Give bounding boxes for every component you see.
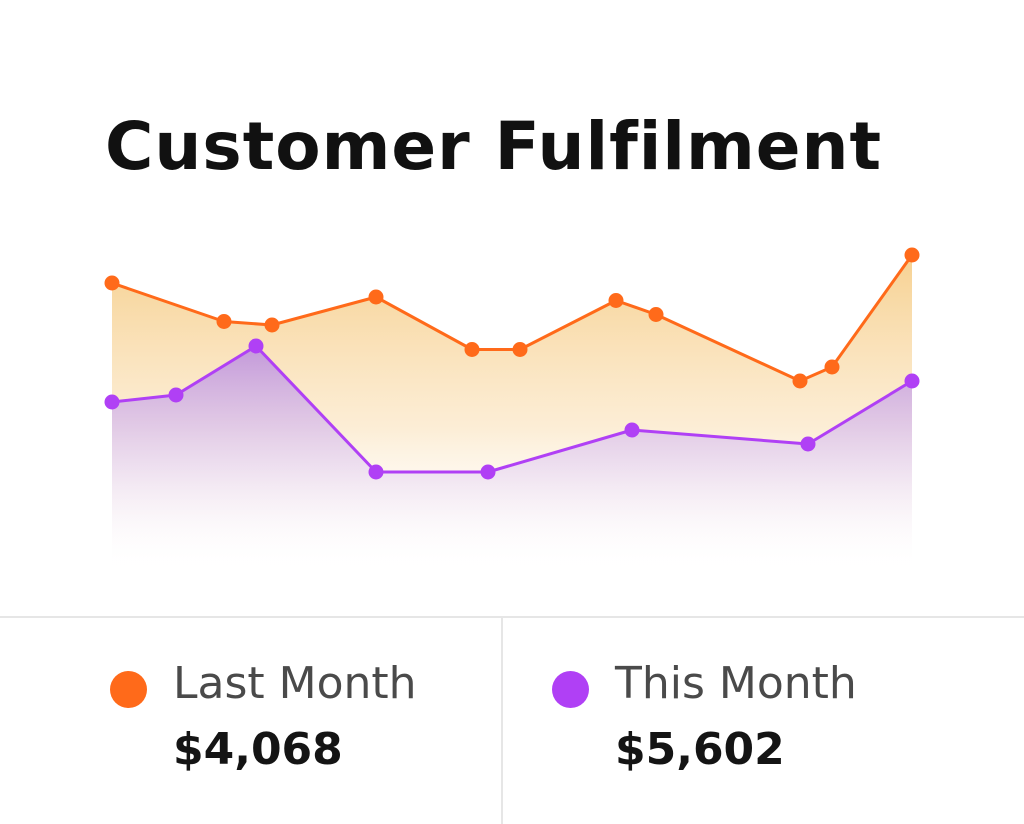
this-month-point-1 [168, 387, 184, 403]
last-month-point-4 [464, 342, 480, 357]
this-month-label: This Month [615, 658, 857, 709]
this-month-line [111, 344, 913, 474]
last-month-point-1 [216, 314, 232, 329]
chart-title: Customer Fulfilment [105, 108, 883, 185]
last-month-point-6 [608, 293, 624, 308]
last-month-point-10 [904, 247, 920, 263]
area-chart [104, 247, 920, 570]
last-month-point-9 [824, 359, 840, 375]
this-month-point-5 [624, 422, 640, 438]
this-month-value: $5,602 [615, 724, 785, 775]
this-month-area [112, 346, 912, 570]
last-month-point-0 [104, 275, 120, 291]
legend-divider-horizontal [0, 616, 1024, 618]
this-month-point-3 [368, 464, 384, 480]
last-month-point-2 [264, 317, 280, 333]
this-month-dot-icon [552, 671, 589, 708]
last-month-point-3 [368, 289, 384, 305]
this-month-point-7 [904, 373, 920, 389]
this-month-point-4 [480, 464, 496, 480]
legend-last-month: Last Month $4,068 [110, 652, 510, 792]
this-month-point-6 [800, 436, 816, 452]
last-month-point-8 [792, 373, 808, 389]
legend-divider-vertical [501, 618, 503, 824]
last-month-value: $4,068 [173, 724, 343, 775]
this-month-point-0 [104, 394, 120, 410]
this-month-point-2 [248, 338, 264, 354]
last-month-dot-icon [110, 671, 147, 708]
legend-this-month: This Month $5,602 [552, 652, 952, 792]
last-month-point-7 [648, 307, 664, 322]
last-month-label: Last Month [173, 658, 417, 709]
last-month-point-5 [512, 342, 528, 357]
